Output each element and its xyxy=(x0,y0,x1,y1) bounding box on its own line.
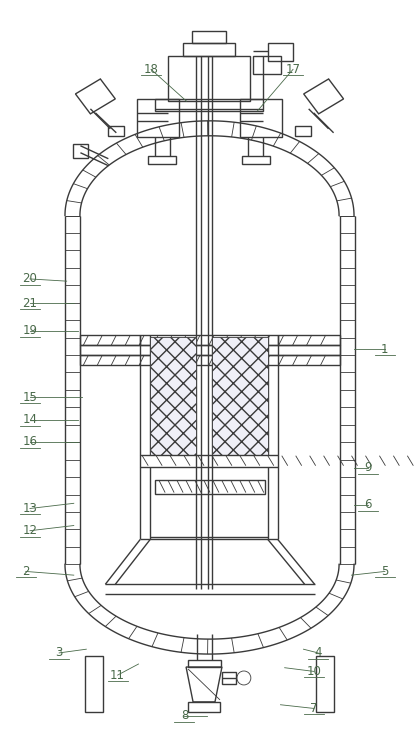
Text: 11: 11 xyxy=(110,669,125,681)
Bar xyxy=(73,143,88,158)
Bar xyxy=(253,56,281,74)
Bar xyxy=(80,345,339,355)
Bar xyxy=(222,672,236,684)
Text: 10: 10 xyxy=(306,665,321,678)
Bar xyxy=(155,480,265,493)
Text: 12: 12 xyxy=(23,525,37,537)
Text: 1: 1 xyxy=(381,343,389,356)
Bar xyxy=(240,99,282,137)
Text: 4: 4 xyxy=(314,646,322,659)
Bar xyxy=(192,31,226,43)
Bar xyxy=(188,660,221,667)
Bar xyxy=(155,99,263,111)
Bar xyxy=(168,56,250,101)
Text: 14: 14 xyxy=(23,413,37,426)
Bar xyxy=(150,337,196,455)
Bar xyxy=(295,126,310,136)
Text: 6: 6 xyxy=(365,499,372,511)
Text: 17: 17 xyxy=(285,63,300,76)
Bar xyxy=(80,335,339,345)
Bar xyxy=(268,43,293,61)
Bar xyxy=(137,99,179,137)
Bar xyxy=(188,702,220,712)
Bar xyxy=(242,156,270,163)
Text: 7: 7 xyxy=(310,702,318,715)
Text: 20: 20 xyxy=(23,273,37,285)
Bar xyxy=(109,126,124,136)
Text: 18: 18 xyxy=(144,63,158,76)
Bar xyxy=(85,656,103,712)
Text: 15: 15 xyxy=(23,391,37,404)
Text: 19: 19 xyxy=(23,324,37,337)
Text: 3: 3 xyxy=(55,646,63,659)
Bar xyxy=(316,656,334,712)
Text: 13: 13 xyxy=(23,502,37,515)
Text: 5: 5 xyxy=(381,565,388,578)
Bar xyxy=(80,355,339,365)
Bar xyxy=(148,156,176,163)
Text: 8: 8 xyxy=(181,710,188,722)
Text: 21: 21 xyxy=(23,297,37,310)
Bar xyxy=(183,43,235,56)
Bar xyxy=(212,337,268,455)
Text: 16: 16 xyxy=(23,435,37,448)
Text: 9: 9 xyxy=(365,461,372,474)
Bar xyxy=(140,455,278,467)
Text: 2: 2 xyxy=(22,565,29,578)
